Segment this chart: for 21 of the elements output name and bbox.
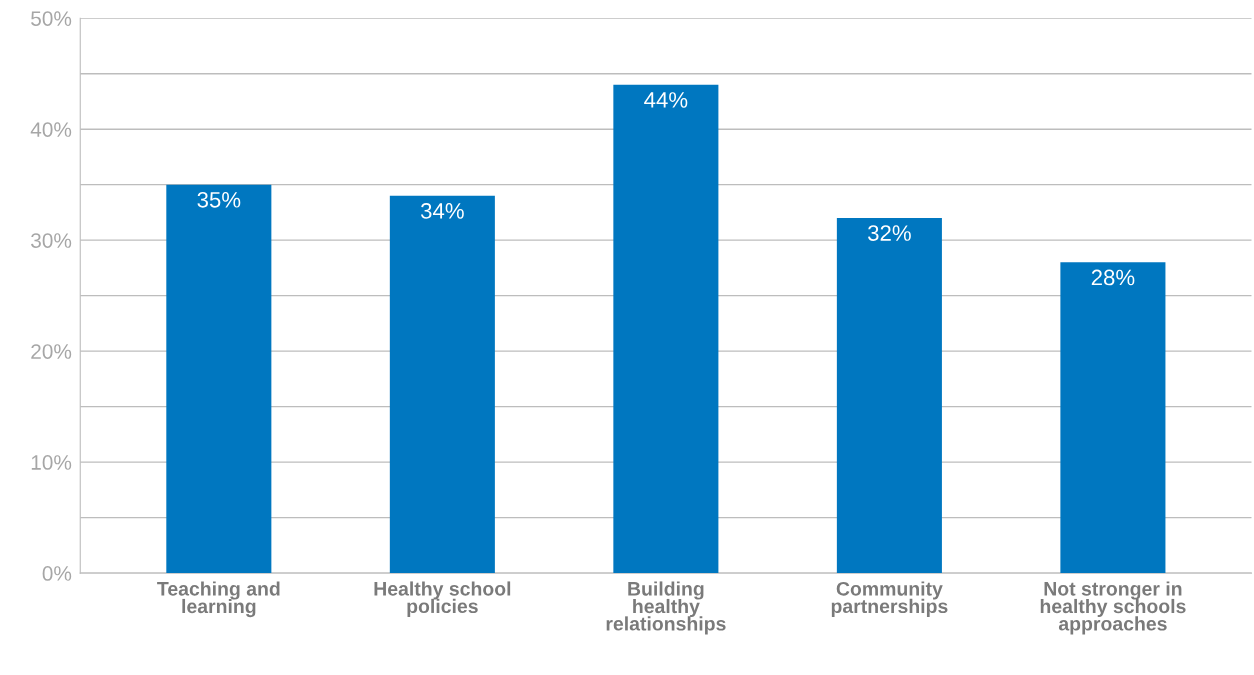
data-label: 32% — [868, 225, 911, 241]
y-tick-label: 0% — [42, 566, 72, 581]
bar — [389, 195, 495, 574]
bar — [613, 84, 719, 574]
bar — [1060, 262, 1166, 574]
x-tick-label: Healthy school policies — [374, 581, 511, 617]
data-label: 44% — [644, 92, 688, 108]
x-tick-label: Not stronger in healthy schools approaches — [1040, 581, 1186, 635]
y-tick-label: 30% — [31, 233, 72, 248]
y-tick-label: 10% — [31, 455, 72, 470]
y-tick-label: 50% — [31, 11, 72, 26]
x-tick-label: Community partnerships — [831, 581, 948, 617]
data-label: 35% — [197, 191, 241, 208]
data-label: 34% — [420, 203, 464, 219]
y-tick-label: 20% — [31, 344, 72, 359]
data-label: 28% — [1091, 269, 1135, 286]
x-tick-label: Teaching and learning — [157, 581, 280, 618]
bar — [166, 184, 272, 574]
y-tick-label: 40% — [30, 122, 72, 137]
bar — [836, 217, 942, 574]
x-tick-label: Building healthy relationships — [606, 581, 726, 635]
